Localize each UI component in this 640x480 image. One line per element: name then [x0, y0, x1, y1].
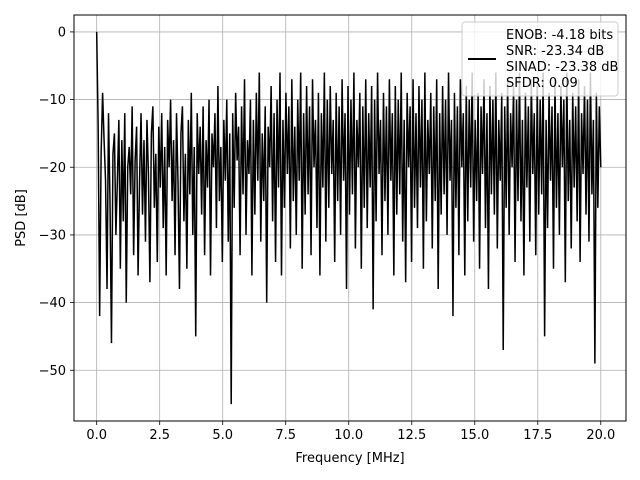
x-tick-label: 0.0 — [86, 428, 107, 443]
y-tick-label: 0 — [58, 25, 66, 40]
psd-series-line — [95, 31, 602, 405]
y-tick-label: −30 — [39, 228, 66, 243]
y-tick-label: −20 — [39, 161, 66, 176]
plot-frame — [73, 14, 627, 422]
x-tick-label: 20.0 — [586, 428, 615, 443]
x-axis-label: Frequency [MHz] — [295, 451, 404, 466]
data-layer — [95, 31, 602, 405]
x-tick-label: 5.0 — [212, 428, 233, 443]
x-tick-label: 10.0 — [334, 428, 363, 443]
legend-entry-line: ENOB: -4.18 bits — [506, 28, 613, 43]
x-tick-label: 15.0 — [460, 428, 489, 443]
tick-layer: 0.0 2.5 5.0 7.5 10.0 12.5 15.0 17.5 20.0 0 −10 −20 −… — [39, 25, 616, 443]
x-tick-label: 7.5 — [275, 428, 296, 443]
y-tick-label: −40 — [39, 296, 66, 311]
x-tick-label: 17.5 — [523, 428, 552, 443]
legend-box — [461, 21, 619, 97]
y-tick-label: −10 — [39, 93, 66, 108]
y-axis-label: PSD [dB] — [14, 189, 29, 247]
legend-entry-line: SINAD: -23.38 dB — [506, 60, 618, 75]
legend-entry-line: SFDR: 0.09 — [506, 76, 578, 91]
x-tick-label: 12.5 — [397, 428, 426, 443]
x-tick-label: 2.5 — [149, 428, 170, 443]
y-tick-label: −50 — [39, 364, 66, 379]
legend-entry-line: SNR: -23.34 dB — [506, 44, 604, 59]
